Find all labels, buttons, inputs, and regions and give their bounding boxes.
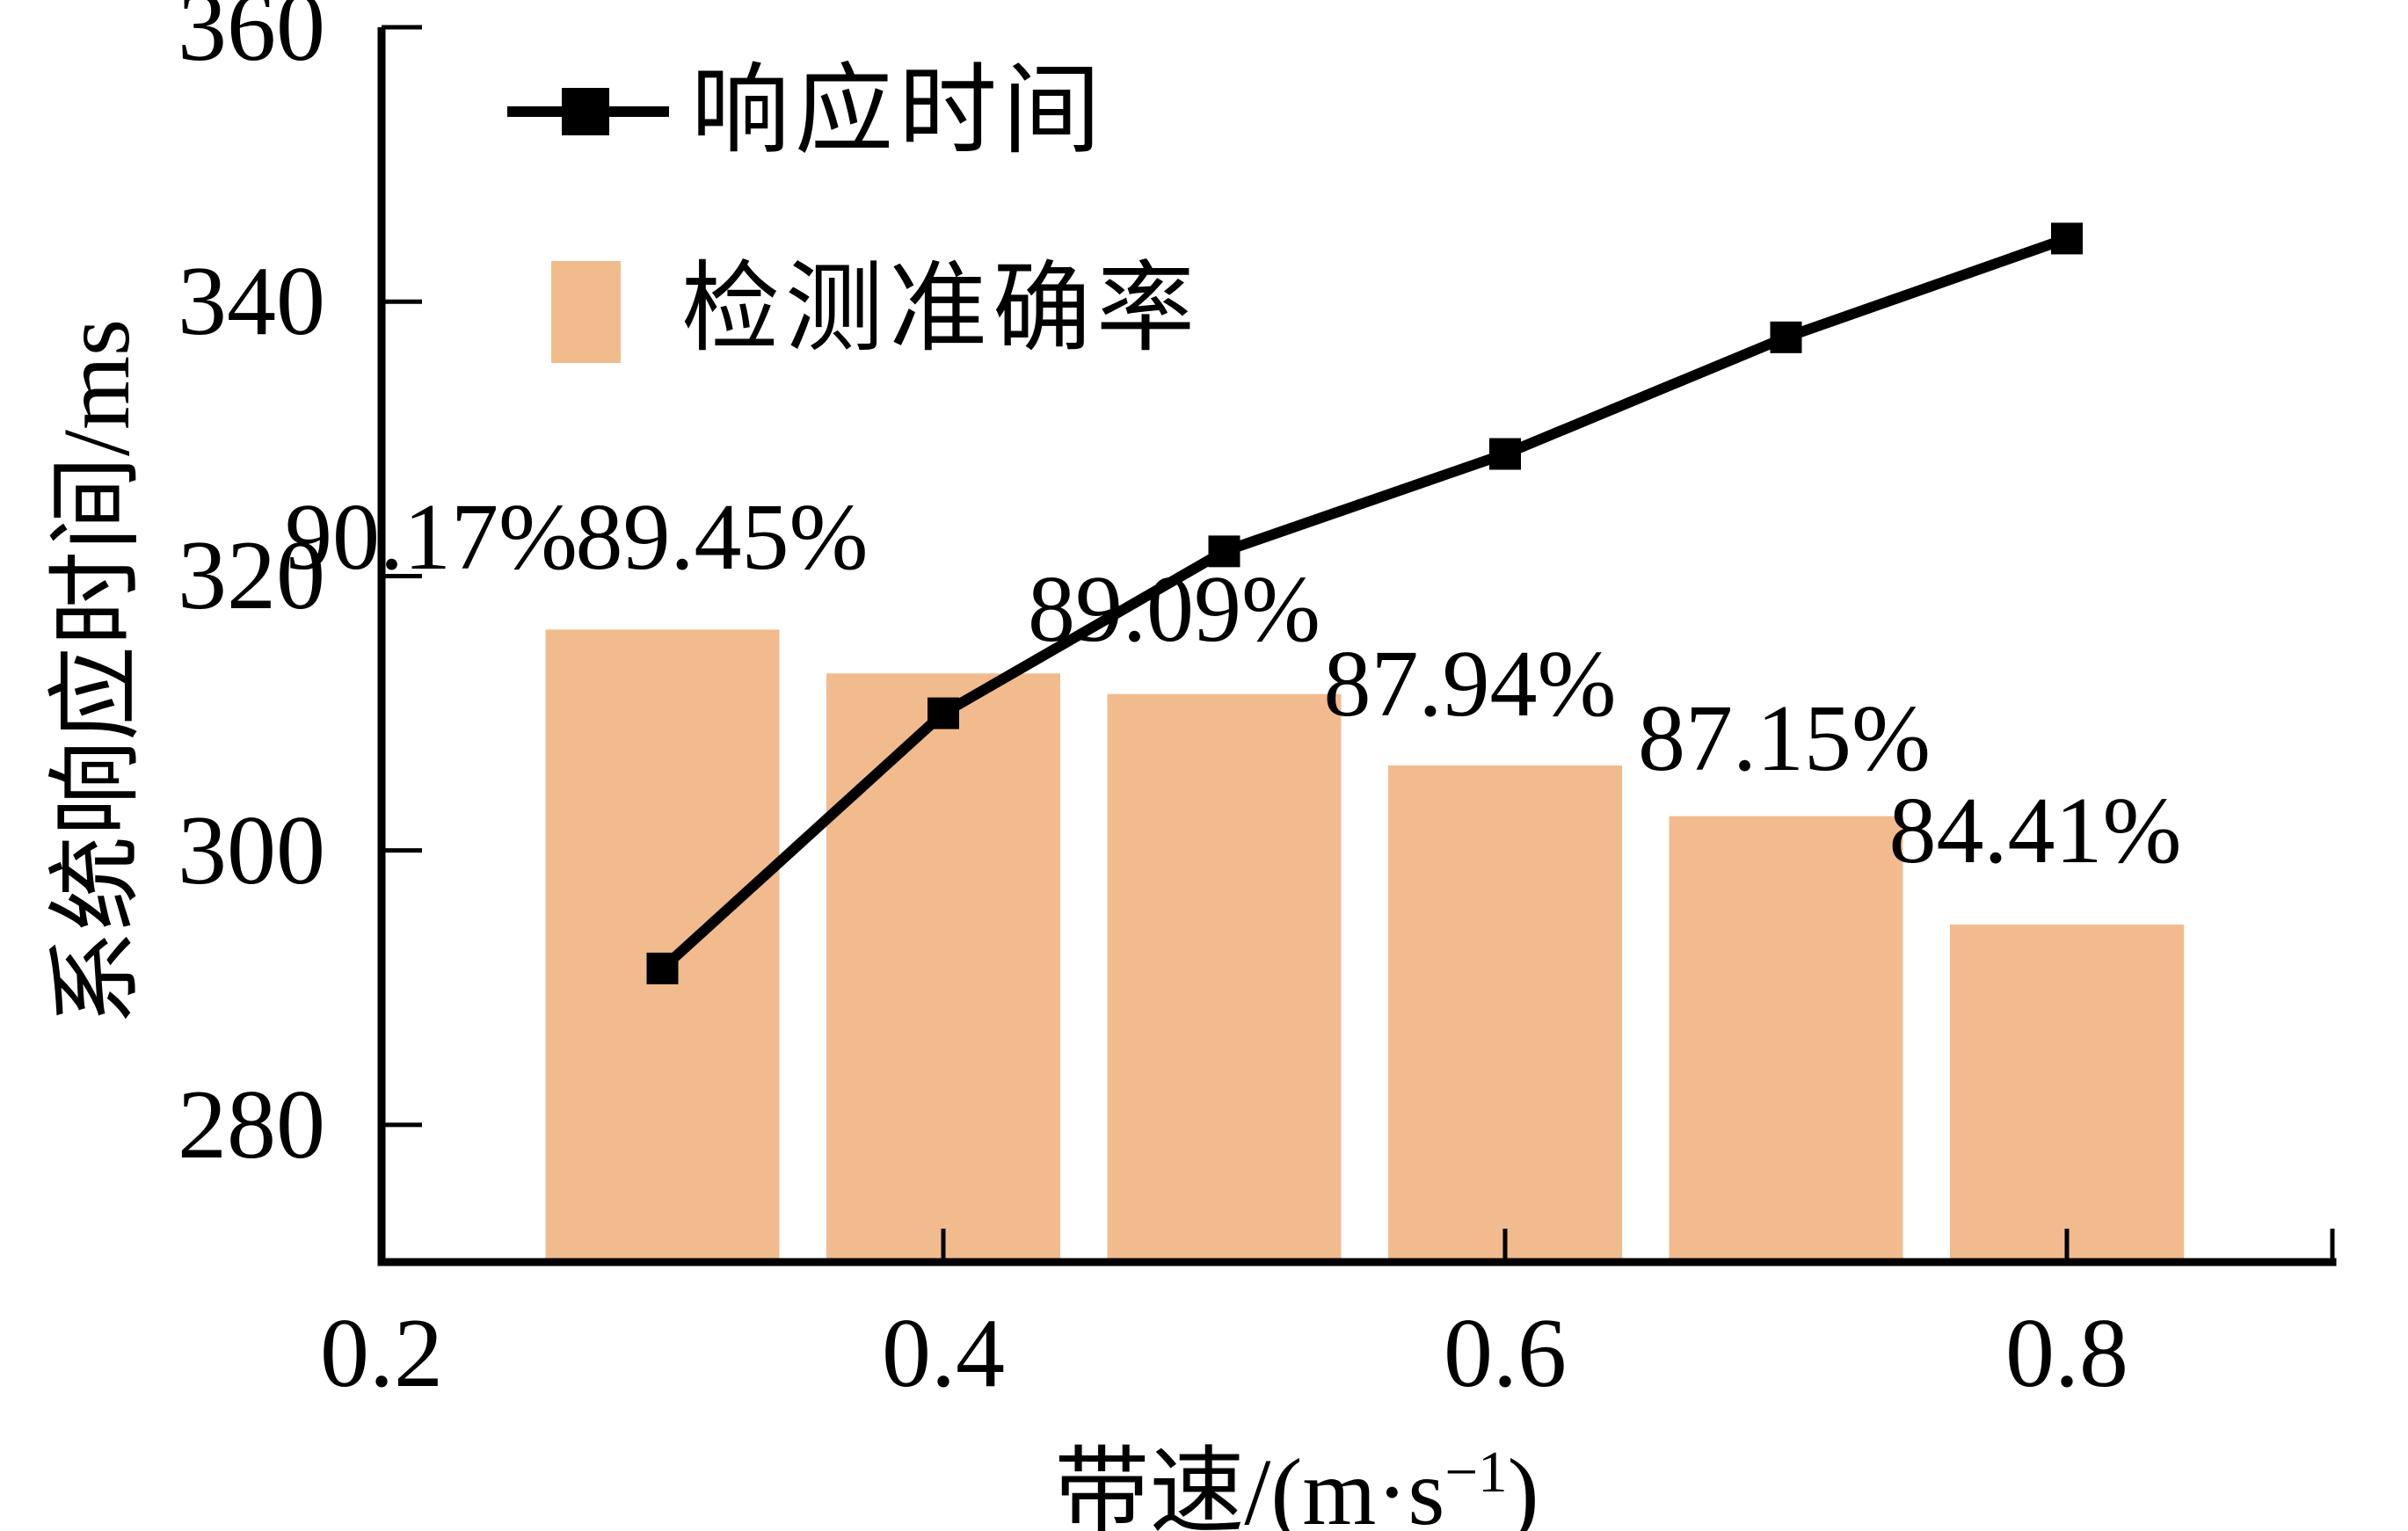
line-marker (1208, 535, 1240, 568)
x-tick-label: 0.4 (882, 1299, 1005, 1408)
x-axis-title: 带速/(m·s−1) (1054, 1415, 1539, 1531)
x-tick-label: 0.2 (320, 1299, 443, 1408)
bar (826, 673, 1060, 1262)
response-time-line (658, 233, 2069, 973)
bar (1388, 765, 1622, 1262)
legend-label-detection-accuracy: 检测准确率 (681, 255, 1200, 364)
line-marker (1489, 438, 1521, 470)
y-axis-title: 系统响应时间/ms (45, 318, 149, 1027)
y-tick-label: 360 (178, 0, 325, 82)
x-axis-title-text: 带速/(m·s (1054, 1440, 1445, 1531)
bar-value-label: 87.15% (1638, 686, 1931, 791)
y-tick-label: 280 (178, 1070, 325, 1179)
x-tick-label: 0.6 (1444, 1299, 1567, 1408)
y-tick-label: 300 (178, 795, 325, 905)
line-marker (646, 952, 679, 984)
bar (1669, 816, 1903, 1262)
y-tick-label: 320 (178, 521, 325, 631)
x-axis-title-close-paren: ) (1507, 1440, 1539, 1531)
line-marker (928, 697, 959, 729)
y-tick-label: 340 (178, 247, 325, 357)
bar-value-label: 84.41% (1888, 779, 2182, 883)
bar (545, 629, 780, 1262)
line-marker (1770, 321, 1802, 353)
bar-value-label: 89.09% (1028, 557, 1320, 662)
x-axis-title-superscript: −1 (1444, 1440, 1508, 1506)
line-marker (2051, 222, 2083, 255)
bar-value-label: 87.94% (1323, 632, 1617, 736)
bar (1950, 924, 2184, 1262)
x-tick-label: 0.8 (2005, 1299, 2128, 1408)
square-marker-icon (562, 88, 609, 135)
bar-value-label: 90.17% (285, 485, 578, 590)
bar (1107, 693, 1342, 1262)
bar-value-label: 89.45% (575, 485, 869, 590)
bar-series-legend-swatch (551, 261, 621, 363)
legend-label-response-time: 响应时间 (691, 57, 1106, 166)
